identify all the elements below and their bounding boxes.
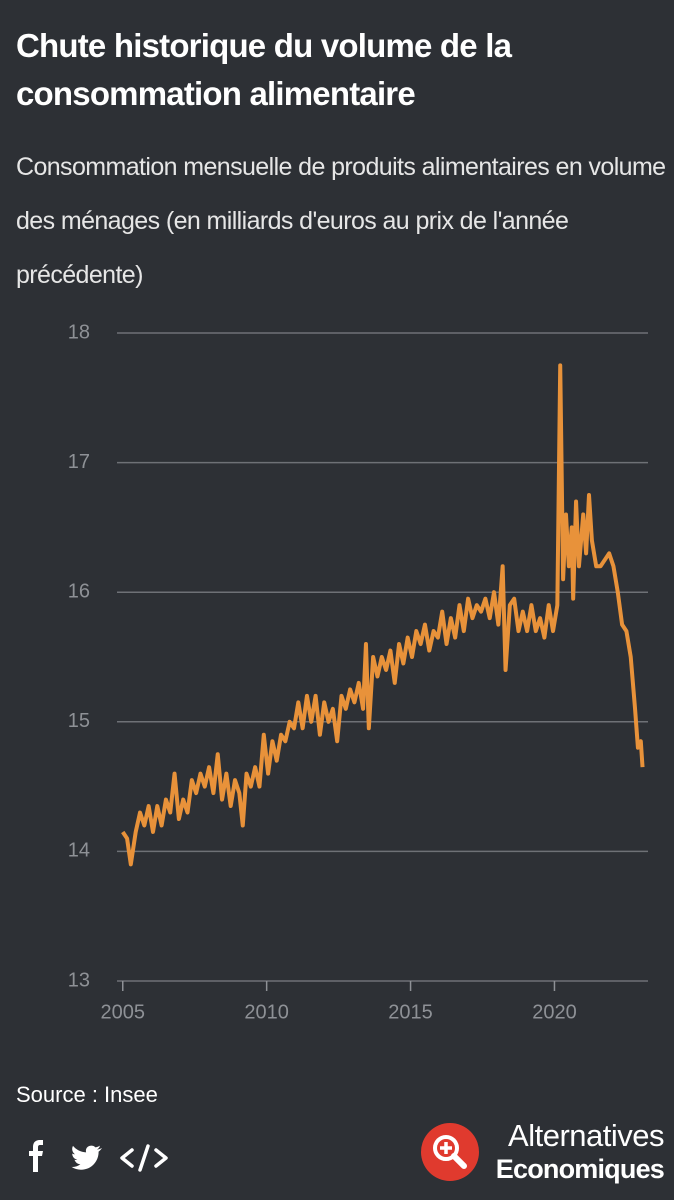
chart: 13 14 15 16 17 18 2005 2010 2015 2020 xyxy=(68,321,648,1023)
y-tick-label: 14 xyxy=(68,840,90,862)
chart-title: Chute historique du volume de la consomm… xyxy=(16,27,512,112)
logo: Alternatives Economiques xyxy=(420,1118,670,1188)
source: Source : Insee xyxy=(16,1082,158,1107)
x-tick-label: 2015 xyxy=(388,1001,433,1023)
x-tick-label: 2020 xyxy=(532,1001,577,1023)
chart-subtitle: Consommation mensuelle de produits alime… xyxy=(16,153,666,289)
y-tick-label: 18 xyxy=(68,321,90,343)
y-tick-label: 17 xyxy=(68,451,90,473)
facebook-icon[interactable] xyxy=(29,1140,43,1172)
x-tick-label: 2005 xyxy=(101,1001,146,1023)
share-icons xyxy=(29,1140,168,1172)
twitter-icon[interactable] xyxy=(71,1145,103,1170)
y-tick-label: 15 xyxy=(68,710,90,732)
logo-line2: Economiques xyxy=(495,1154,665,1184)
logo-icon xyxy=(421,1123,479,1181)
logo-line1: Alternatives xyxy=(508,1118,664,1153)
data-line xyxy=(121,363,645,867)
embed-icon[interactable] xyxy=(120,1144,168,1172)
y-tick-label: 13 xyxy=(68,969,90,991)
x-tick-label: 2010 xyxy=(244,1001,289,1023)
y-tick-label: 16 xyxy=(68,580,90,602)
